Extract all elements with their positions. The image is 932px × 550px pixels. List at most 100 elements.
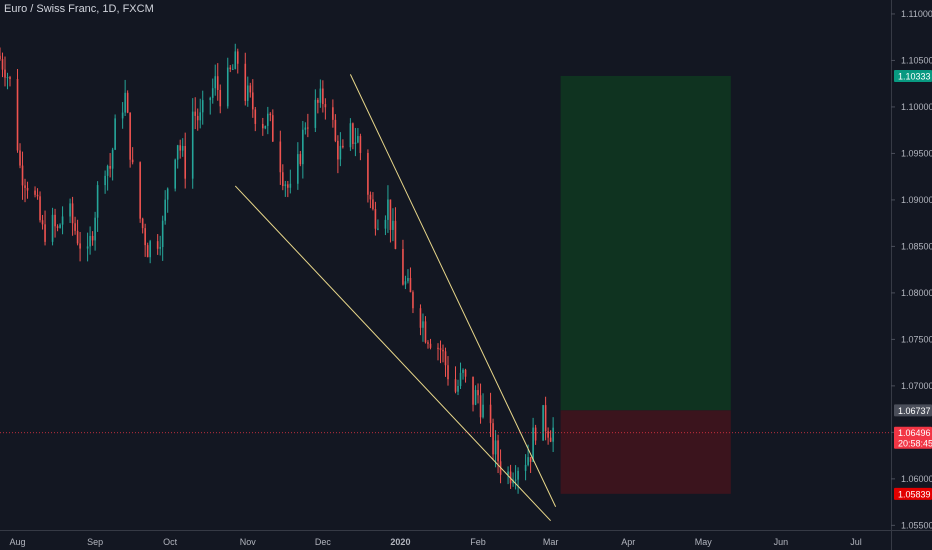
candle[interactable] xyxy=(354,142,357,144)
candle[interactable] xyxy=(51,214,54,242)
candle[interactable] xyxy=(374,209,377,229)
candle[interactable] xyxy=(297,154,299,184)
candle[interactable] xyxy=(144,228,146,246)
candle[interactable] xyxy=(464,369,467,377)
candle[interactable] xyxy=(389,199,392,230)
candle[interactable] xyxy=(184,145,187,179)
candle[interactable] xyxy=(334,119,337,141)
candle[interactable] xyxy=(19,150,21,166)
candle[interactable] xyxy=(544,405,547,432)
candle[interactable] xyxy=(4,69,6,78)
candle[interactable] xyxy=(547,431,549,438)
candle[interactable] xyxy=(402,248,404,285)
candle[interactable] xyxy=(254,109,257,124)
candle[interactable] xyxy=(444,351,447,366)
candle[interactable] xyxy=(422,321,424,328)
candle[interactable] xyxy=(482,404,484,418)
candle[interactable] xyxy=(16,78,19,151)
candle[interactable] xyxy=(369,194,372,200)
candle[interactable] xyxy=(289,183,292,188)
candle[interactable] xyxy=(457,385,459,392)
candle[interactable] xyxy=(549,437,552,442)
candle[interactable] xyxy=(89,235,91,247)
candle[interactable] xyxy=(61,216,64,225)
candle[interactable] xyxy=(139,162,141,219)
candle[interactable] xyxy=(96,185,99,218)
candle[interactable] xyxy=(166,188,169,200)
candle[interactable] xyxy=(124,92,126,113)
candle[interactable] xyxy=(9,77,11,79)
candle[interactable] xyxy=(319,88,322,103)
loss-zone[interactable] xyxy=(560,410,731,494)
candle[interactable] xyxy=(284,184,287,187)
candle[interactable] xyxy=(317,99,319,103)
candle[interactable] xyxy=(507,471,509,475)
candle[interactable] xyxy=(279,141,282,173)
candle[interactable] xyxy=(304,127,307,130)
candle[interactable] xyxy=(332,107,334,120)
candle[interactable] xyxy=(196,115,199,121)
candle[interactable] xyxy=(179,145,182,151)
candle[interactable] xyxy=(106,166,109,176)
candle[interactable] xyxy=(542,405,544,441)
candle[interactable] xyxy=(384,219,387,229)
candle[interactable] xyxy=(272,115,274,142)
candle[interactable] xyxy=(0,55,1,60)
candle[interactable] xyxy=(234,51,237,69)
candle[interactable] xyxy=(121,112,124,119)
candle[interactable] xyxy=(427,342,429,344)
candle[interactable] xyxy=(479,395,482,418)
candle[interactable] xyxy=(131,159,134,163)
upper-trendline[interactable] xyxy=(349,74,557,507)
candle[interactable] xyxy=(21,165,24,186)
candle[interactable] xyxy=(337,140,339,160)
candle[interactable] xyxy=(437,347,439,349)
candle[interactable] xyxy=(36,194,39,197)
candle[interactable] xyxy=(249,85,252,93)
candle[interactable] xyxy=(141,218,144,229)
candle[interactable] xyxy=(534,427,537,441)
candle[interactable] xyxy=(164,199,166,221)
candle[interactable] xyxy=(236,51,239,64)
candle[interactable] xyxy=(69,203,71,217)
candle[interactable] xyxy=(209,97,212,101)
candle[interactable] xyxy=(299,154,302,165)
candle[interactable] xyxy=(494,440,497,455)
candle[interactable] xyxy=(191,111,194,179)
candle[interactable] xyxy=(56,226,59,228)
candle[interactable] xyxy=(126,92,129,113)
candle[interactable] xyxy=(302,129,304,165)
candle[interactable] xyxy=(54,214,56,227)
candle[interactable] xyxy=(419,308,422,328)
candle[interactable] xyxy=(412,292,414,309)
candle[interactable] xyxy=(201,100,204,113)
candle[interactable] xyxy=(407,277,409,282)
candle[interactable] xyxy=(91,235,94,241)
candle[interactable] xyxy=(34,190,36,195)
candle[interactable] xyxy=(111,149,114,169)
candle[interactable] xyxy=(24,185,26,188)
candle[interactable] xyxy=(462,369,464,373)
candle[interactable] xyxy=(524,464,527,471)
candle[interactable] xyxy=(39,196,41,221)
candle[interactable] xyxy=(367,152,369,195)
candle[interactable] xyxy=(251,92,254,110)
candle[interactable] xyxy=(146,245,149,258)
candle[interactable] xyxy=(357,136,359,143)
candle[interactable] xyxy=(267,113,269,126)
candle[interactable] xyxy=(231,68,234,70)
candle[interactable] xyxy=(497,440,499,462)
candle[interactable] xyxy=(261,123,264,129)
candle[interactable] xyxy=(219,89,222,107)
profit-zone[interactable] xyxy=(560,75,731,411)
candle[interactable] xyxy=(447,365,449,380)
candle[interactable] xyxy=(472,376,474,405)
candle[interactable] xyxy=(161,220,164,248)
candle[interactable] xyxy=(26,187,29,191)
candle[interactable] xyxy=(71,203,74,224)
candle[interactable] xyxy=(377,228,379,230)
candle[interactable] xyxy=(246,85,249,101)
candle[interactable] xyxy=(129,112,131,160)
candle[interactable] xyxy=(527,457,529,465)
